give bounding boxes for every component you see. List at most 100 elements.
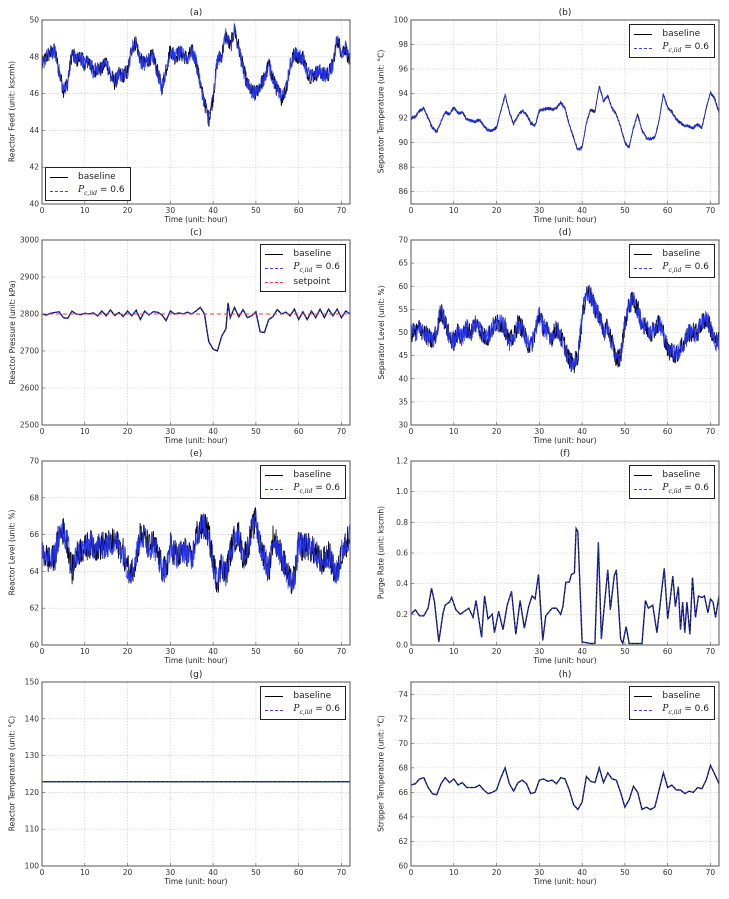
subplot-g: (g) Reactor Temperature (unit: °C) Time … [8, 670, 351, 886]
svg-text:0: 0 [40, 427, 45, 436]
legend-swatch [265, 281, 284, 283]
data-series [411, 85, 719, 152]
legend-swatch [634, 474, 653, 476]
data-series [411, 284, 719, 373]
legend-item-pciid: Pc,iid = 0.6 [634, 261, 709, 275]
y-axis-label: Reactor Temperature (unit: °C) [7, 715, 17, 832]
svg-text:70: 70 [337, 206, 347, 215]
tick-labels: 0 10 20 30 40 50 60 70 30 35 40 45 50 55 60 65 70 [398, 236, 715, 437]
legend: baseline Pc,iid = 0.6 [629, 465, 715, 499]
grid-lines [42, 461, 350, 645]
axes-frame [41, 239, 351, 426]
y-axis-label: Separator Level (unit: %) [376, 285, 386, 380]
svg-text:30: 30 [166, 206, 176, 215]
svg-text:62: 62 [398, 837, 408, 846]
data-series [42, 507, 350, 595]
svg-text:88: 88 [398, 163, 408, 172]
svg-text:66: 66 [29, 530, 39, 539]
svg-text:0: 0 [409, 647, 414, 656]
legend-label: baseline [293, 249, 332, 259]
tick-labels: 0 10 20 30 40 50 60 70 86 88 90 92 94 96 98 100 [394, 16, 716, 216]
svg-text:30: 30 [166, 868, 176, 877]
legend-item-baseline: baseline [50, 170, 125, 184]
svg-text:20: 20 [123, 206, 133, 215]
svg-text:48: 48 [29, 52, 39, 61]
svg-text:40: 40 [577, 206, 587, 215]
svg-text:70: 70 [398, 236, 408, 245]
legend-label: Pc,iid = 0.6 [293, 704, 340, 716]
x-axis-label: Time (unit: hour) [533, 436, 597, 445]
subplot-title: (a) [189, 8, 203, 18]
legend-item-setpoint: setpoint [265, 275, 340, 289]
subplot-c: (c) Reactor Pressure (unit: kPa) Time (u… [8, 228, 351, 445]
svg-text:65: 65 [398, 259, 408, 268]
svg-text:72: 72 [398, 714, 408, 723]
legend-swatch [634, 33, 653, 35]
legend-swatch [634, 253, 653, 255]
svg-text:50: 50 [251, 647, 261, 656]
svg-text:70: 70 [706, 868, 716, 877]
svg-text:45: 45 [398, 351, 408, 360]
series-pciid [411, 85, 719, 152]
legend-label: Pc,iid = 0.6 [78, 185, 125, 197]
legend-swatch [50, 190, 68, 192]
svg-text:86: 86 [398, 187, 408, 196]
subplot-e: (e) Reactor Level (unit: %) Time (unit: … [8, 449, 351, 665]
svg-text:70: 70 [337, 647, 347, 656]
svg-text:10: 10 [80, 868, 90, 877]
svg-text:150: 150 [25, 678, 40, 687]
legend-swatch [50, 176, 68, 178]
svg-text:70: 70 [337, 427, 347, 436]
legend-label: baseline [293, 470, 332, 480]
series-pciid [411, 763, 719, 811]
legend-label: Pc,iid = 0.6 [662, 42, 709, 54]
legend-swatch [265, 253, 284, 255]
svg-text:20: 20 [123, 868, 133, 877]
svg-text:60: 60 [663, 647, 673, 656]
svg-text:10: 10 [449, 427, 459, 436]
legend-label: baseline [293, 691, 332, 701]
svg-text:68: 68 [398, 763, 408, 772]
svg-text:0.2: 0.2 [396, 610, 408, 619]
legend-swatch [634, 695, 653, 697]
svg-text:2900: 2900 [20, 273, 39, 282]
legend-label: baseline [662, 691, 701, 701]
svg-text:100: 100 [25, 862, 40, 871]
subplot-title: (c) [190, 228, 202, 238]
series-pciid [42, 510, 350, 593]
legend-item-pciid: Pc,iid = 0.6 [265, 482, 340, 496]
series-pciid [42, 302, 350, 352]
svg-text:0: 0 [40, 868, 45, 877]
svg-text:60: 60 [663, 868, 673, 877]
data-series [42, 302, 350, 352]
tick-labels: 0 10 20 30 40 50 60 70 60 62 64 66 68 70 [29, 457, 346, 657]
svg-text:42: 42 [29, 163, 39, 172]
series-baseline [42, 23, 350, 127]
legend-item-baseline: baseline [634, 468, 709, 482]
legend-swatch [265, 488, 284, 490]
svg-text:20: 20 [492, 206, 502, 215]
tick-labels: 0 10 20 30 40 50 60 70 100 110 120 130 140 150 [25, 678, 347, 878]
svg-text:30: 30 [535, 647, 545, 656]
legend-item-baseline: baseline [265, 468, 340, 482]
y-axis-label: Reactor Feed (unit: kscmh) [7, 60, 17, 163]
legend-swatch [265, 709, 284, 711]
svg-text:40: 40 [208, 427, 218, 436]
svg-text:2500: 2500 [20, 421, 39, 430]
y-axis-label: Separator Temperature (unit: °C) [376, 49, 386, 174]
svg-text:10: 10 [449, 868, 459, 877]
svg-text:130: 130 [25, 751, 40, 760]
svg-text:40: 40 [577, 427, 587, 436]
svg-text:20: 20 [123, 647, 133, 656]
svg-text:30: 30 [535, 206, 545, 215]
legend-item-pciid: Pc,iid = 0.6 [634, 41, 709, 55]
legend: baseline Pc,iid = 0.6 [629, 686, 715, 720]
subplot-title: (b) [558, 8, 572, 18]
legend-swatch [634, 267, 653, 269]
legend: baseline Pc,iid = 0.6 [260, 686, 346, 720]
svg-text:20: 20 [492, 427, 502, 436]
svg-text:70: 70 [337, 868, 347, 877]
svg-text:0.8: 0.8 [396, 518, 408, 527]
svg-text:68: 68 [29, 493, 39, 502]
legend-item-pciid: Pc,iid = 0.6 [634, 482, 709, 496]
